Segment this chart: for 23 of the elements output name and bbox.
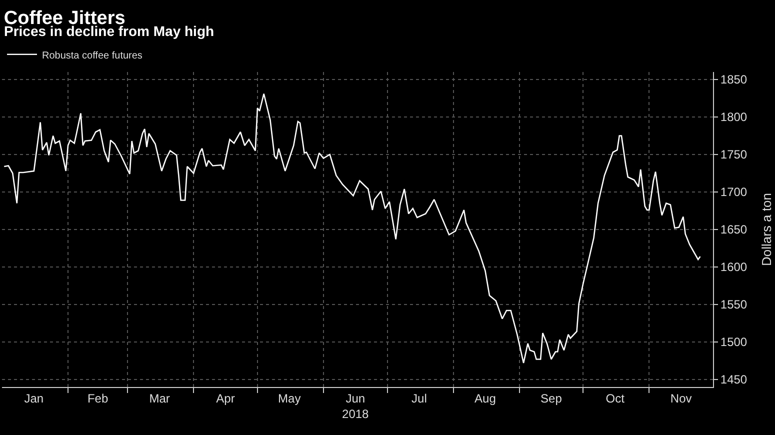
y-tick-label: 1750: [720, 148, 748, 162]
y-tick-label: 1800: [720, 110, 748, 124]
x-tick-label: Aug: [474, 391, 496, 406]
y-tick-label: 1550: [720, 298, 748, 312]
line-series: [3, 93, 701, 364]
x-tick-label: Nov: [670, 391, 692, 406]
x-tick-label: Jan: [24, 391, 44, 406]
x-tick-label: Jun 2018: [342, 391, 370, 421]
y-tick-label: 1600: [720, 260, 748, 274]
x-tick-label: Apr: [216, 391, 235, 406]
y-tick-label: 1650: [720, 222, 748, 237]
x-tick-label: May: [278, 391, 301, 406]
x-tick-label: Mar: [149, 391, 170, 406]
y-tick-label: 1850: [720, 72, 748, 87]
x-tick-label: Oct: [606, 391, 626, 406]
legend-label: Robusta coffee futures: [42, 50, 142, 62]
x-tick-label: Sep: [540, 391, 562, 406]
y-tick-label: 1500: [720, 335, 748, 350]
x-tick-label: Feb: [87, 391, 108, 406]
y-tick-label: 1450: [720, 372, 748, 387]
y-axis-title: Dollars a ton: [759, 193, 774, 266]
y-tick-label: 1700: [720, 185, 748, 200]
x-tick-label: Jul: [412, 391, 427, 406]
